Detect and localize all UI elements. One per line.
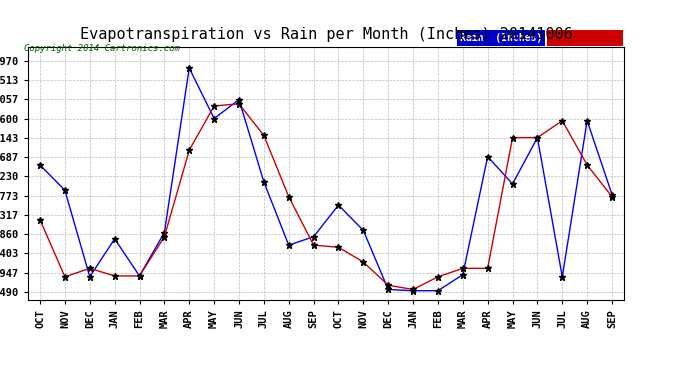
Text: Copyright 2014 Cartronics.com: Copyright 2014 Cartronics.com xyxy=(24,44,180,52)
Title: Evapotranspiration vs Rain per Month (Inches) 20141006: Evapotranspiration vs Rain per Month (In… xyxy=(79,27,573,42)
Text: Rain  (Inches): Rain (Inches) xyxy=(460,33,542,43)
Text: ET  (Inches): ET (Inches) xyxy=(550,33,620,43)
